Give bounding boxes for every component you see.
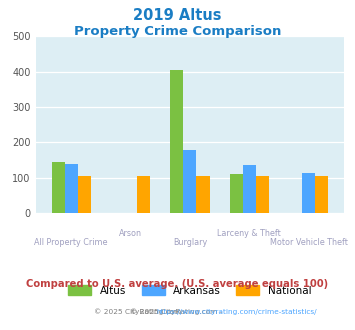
Bar (315, 176, 328, 213)
Text: https://www.cityrating.com/crime-statistics/: https://www.cityrating.com/crime-statist… (156, 309, 317, 314)
Bar (137, 176, 150, 213)
Bar (51, 162, 65, 213)
Text: © 2025 CityRating.com -: © 2025 CityRating.com - (130, 309, 225, 315)
Legend: Altus, Arkansas, National: Altus, Arkansas, National (69, 285, 311, 296)
Bar (256, 176, 269, 213)
Text: Larceny & Theft: Larceny & Theft (218, 229, 281, 238)
Bar (65, 164, 78, 213)
Bar (170, 70, 184, 213)
Bar (302, 173, 315, 213)
Text: All Property Crime: All Property Crime (34, 238, 108, 247)
Text: © 2025 CityRating.com -: © 2025 CityRating.com - (94, 309, 189, 315)
Text: Property Crime Comparison: Property Crime Comparison (74, 25, 281, 38)
Bar (78, 177, 91, 213)
Text: 2019 Altus: 2019 Altus (133, 8, 222, 23)
Bar (230, 174, 243, 213)
Text: Arson: Arson (119, 229, 142, 238)
Bar (184, 150, 196, 213)
Text: Motor Vehicle Theft: Motor Vehicle Theft (270, 238, 348, 247)
Bar (243, 165, 256, 213)
Bar (196, 176, 209, 213)
Text: Burglary: Burglary (173, 238, 207, 247)
Text: Compared to U.S. average. (U.S. average equals 100): Compared to U.S. average. (U.S. average … (26, 279, 329, 289)
